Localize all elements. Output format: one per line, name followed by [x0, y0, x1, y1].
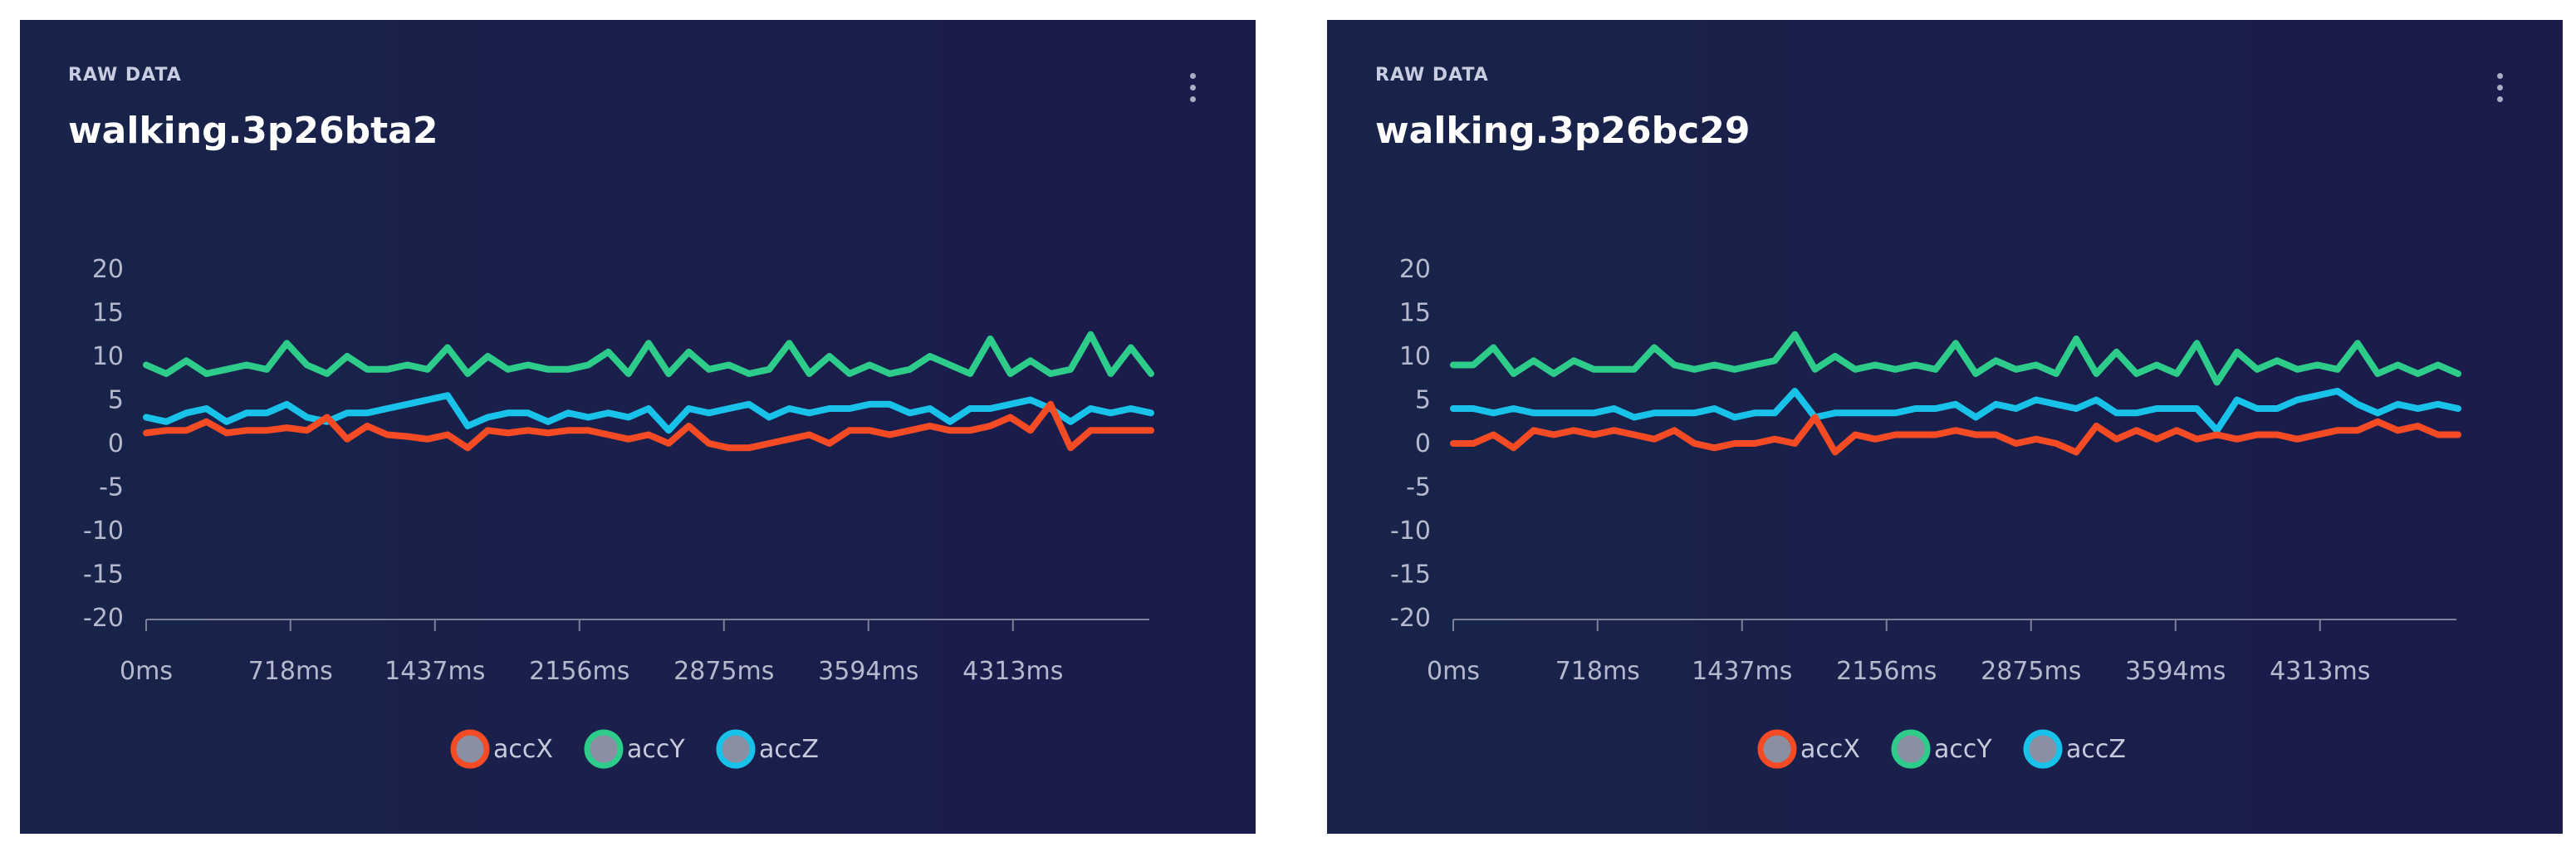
legend-item-accZ[interactable]: accZ: [716, 729, 819, 769]
y-tick-label: -5: [1406, 473, 1431, 502]
x-tick-label: 2156ms: [529, 657, 629, 686]
x-tick-label: 718ms: [248, 657, 333, 686]
raw-data-chart: 20 15 10 5 0 -5 -10 -15 -20 0ms 718ms 1437ms 2156ms 2…: [83, 255, 1154, 769]
legend-swatch: [2023, 729, 2063, 769]
legend-label: accX: [1800, 735, 1860, 764]
y-tick-label: -20: [1390, 604, 1431, 633]
legend-label: accY: [1934, 735, 1992, 764]
y-tick-label: 5: [1415, 386, 1431, 415]
y-tick-label: 10: [92, 342, 124, 371]
y-tick-label: 5: [108, 386, 124, 415]
legend-label: accZ: [759, 735, 819, 764]
legend-item-accZ[interactable]: accZ: [2023, 729, 2126, 769]
section-label: RAW DATA: [1375, 65, 1489, 86]
x-tick-label: 0ms: [120, 657, 173, 686]
y-tick-label: 0: [108, 429, 124, 458]
x-tick-label: 3594ms: [2125, 657, 2226, 686]
y-tick-label: -15: [1390, 561, 1431, 590]
y-tick-label: 15: [92, 299, 124, 328]
y-tick-label: -10: [83, 517, 124, 546]
x-tick-label: 718ms: [1555, 657, 1640, 686]
y-tick-label: 20: [92, 255, 124, 284]
series-line-accY: [1450, 331, 2461, 386]
x-tick-label: 2875ms: [1981, 657, 2081, 686]
x-tick-label: 2875ms: [673, 657, 774, 686]
sample-title: walking.3p26bc29: [1375, 110, 1751, 152]
legend-label: accY: [627, 735, 685, 764]
x-tick-label: 4313ms: [2270, 657, 2370, 686]
raw-data-chart: 20 15 10 5 0 -5 -10 -15 -20 0ms 718ms 1437ms 2156ms 2…: [1390, 255, 2461, 769]
legend-swatch: [716, 729, 756, 769]
y-tick-label: 0: [1415, 429, 1431, 458]
x-tick-label: 3594ms: [818, 657, 918, 686]
series-line-accZ: [1450, 388, 2461, 434]
legend-label: accZ: [2066, 735, 2126, 764]
section-label: RAW DATA: [68, 65, 182, 86]
x-tick-label: 0ms: [1427, 657, 1480, 686]
series-line-accZ: [143, 392, 1154, 434]
legend-item-accY[interactable]: accY: [1891, 729, 1992, 769]
series-line-accY: [143, 331, 1154, 377]
y-tick-label: -15: [83, 561, 124, 590]
y-tick-label: -5: [99, 473, 124, 502]
more-options-icon[interactable]: [2490, 71, 2510, 105]
y-tick-label: -20: [83, 604, 124, 633]
x-tick-label: 2156ms: [1836, 657, 1937, 686]
legend-swatch: [450, 729, 490, 769]
legend-swatch: [584, 729, 624, 769]
y-tick-label: -10: [1390, 517, 1431, 546]
legend-label: accX: [493, 735, 553, 764]
legend-swatch: [1891, 729, 1931, 769]
legend-item-accX[interactable]: accX: [450, 729, 553, 769]
raw-data-card: RAW DATA walking.3p26bta2 20 15 10 5 0 -5 -10 -…: [20, 20, 1256, 834]
x-tick-label: 4313ms: [962, 657, 1063, 686]
x-tick-label: 1437ms: [1692, 657, 1792, 686]
legend-swatch: [1757, 729, 1797, 769]
sample-title: walking.3p26bta2: [68, 110, 438, 152]
x-tick-label: 1437ms: [384, 657, 485, 686]
more-options-icon[interactable]: [1183, 71, 1202, 105]
raw-data-card: RAW DATA walking.3p26bc29 20 15 10 5 0 -5 -10 -…: [1327, 20, 2563, 834]
y-tick-label: 10: [1399, 342, 1431, 371]
legend-item-accX[interactable]: accX: [1757, 729, 1860, 769]
legend-item-accY[interactable]: accY: [584, 729, 685, 769]
y-tick-label: 15: [1399, 299, 1431, 328]
series-line-accX: [1450, 414, 2461, 456]
y-tick-label: 20: [1399, 255, 1431, 284]
series-line-accX: [143, 400, 1154, 452]
